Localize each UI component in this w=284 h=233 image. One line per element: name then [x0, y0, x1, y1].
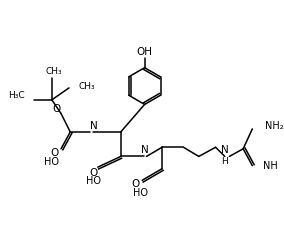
Text: O: O [52, 104, 60, 114]
Text: OH: OH [137, 47, 153, 57]
Text: HO: HO [133, 188, 148, 198]
Text: O: O [89, 168, 97, 178]
Text: O: O [51, 148, 59, 158]
Text: O: O [131, 179, 140, 189]
Text: NH₂: NH₂ [265, 121, 284, 131]
Text: CH₃: CH₃ [45, 67, 62, 75]
Text: HO: HO [86, 176, 101, 186]
Text: N: N [90, 120, 98, 130]
Text: NH: NH [263, 161, 278, 171]
Text: N: N [221, 145, 229, 155]
Text: H: H [222, 157, 228, 165]
Text: N: N [141, 145, 149, 155]
Text: CH₃: CH₃ [78, 82, 95, 91]
Text: H₃C: H₃C [8, 91, 24, 100]
Text: HO: HO [44, 157, 59, 167]
